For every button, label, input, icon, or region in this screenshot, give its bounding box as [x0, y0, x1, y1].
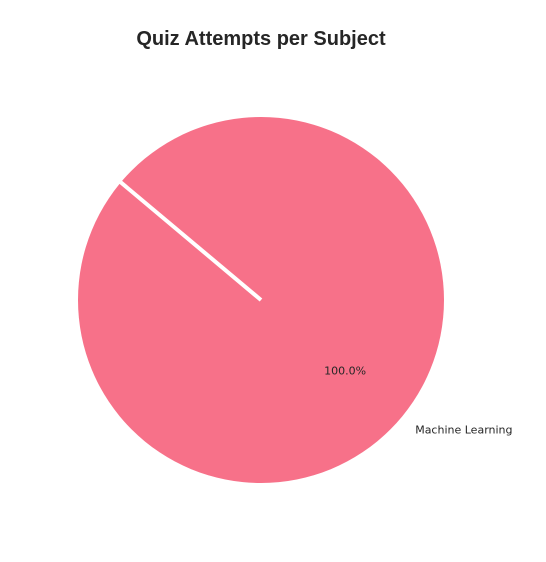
chart-title: Quiz Attempts per Subject	[136, 28, 386, 50]
pie-percent-label: 100.0%	[324, 365, 366, 378]
pie-category-label: Machine Learning	[415, 423, 512, 436]
pie-labels: 100.0% Machine Learning	[324, 365, 512, 437]
pie-slice-edge	[117, 179, 263, 302]
pie-slices	[78, 117, 444, 483]
